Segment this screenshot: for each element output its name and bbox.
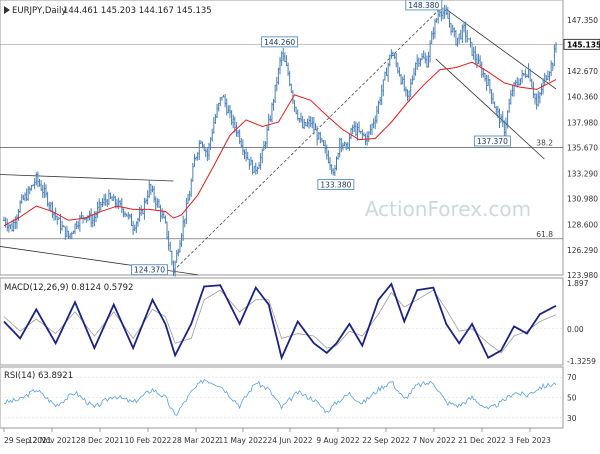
macd-signal-line (3, 289, 557, 354)
symbol-label: EURJPY,Daily (12, 6, 66, 16)
left-upper-line (0, 174, 174, 182)
x-tick-label: 9 Aug 2022 (316, 436, 359, 445)
series-layer (3, 4, 557, 416)
x-tick-label: 3 Feb 2023 (509, 436, 551, 445)
y-tick-label: 140.360 (567, 92, 598, 101)
swing-label: 124.370 (134, 266, 165, 275)
swing-label: 137.370 (477, 137, 508, 146)
rsi-panel-frame (0, 366, 564, 429)
x-tick-label: 7 Nov 2022 (412, 436, 455, 445)
x-tick-label: 10 Feb 2022 (125, 436, 172, 445)
ohlc-readout: 144.461 145.203 144.167 145.135 (63, 6, 212, 16)
y-tick-label: 130.980 (567, 195, 598, 204)
y-tick-label: 137.980 (567, 118, 598, 127)
annotations: 38.2 61.8 148.380 144.260 137.370 133.380 124.… (131, 0, 553, 276)
price-tag-box (563, 38, 600, 50)
x-tick-label: 22 Sep 2022 (362, 436, 410, 445)
macd-line (3, 282, 557, 361)
dashed-trendline (173, 8, 441, 271)
swing-label-box (473, 135, 511, 147)
swing-label: 148.380 (408, 1, 439, 10)
rsi-title: RSI(14) 63.8921 (4, 371, 73, 381)
y-tick-label: 142.670 (567, 67, 598, 76)
price-header: EURJPY,Daily 144.461 145.203 144.167 145… (4, 6, 212, 16)
macd-title: MACD(12,26,9) 0.8124 0.5792 (4, 283, 133, 293)
macd-y-tick: 1.897 (567, 279, 589, 288)
left-lower-line (0, 246, 198, 276)
watermark: ActionForex.com (365, 197, 531, 221)
channel-lower-line (435, 58, 545, 160)
price-tag-label: 145.135 (567, 40, 600, 49)
macd-panel-frame (0, 277, 564, 366)
rsi-y-tick: 50 (567, 394, 577, 403)
swing-label-box (405, 0, 443, 11)
swing-label-box (317, 179, 355, 190)
x-tick-label: 11 May 2022 (219, 436, 268, 445)
x-tick-label: 12 Nov 2021 (28, 436, 76, 445)
fib-label: 61.8 (536, 230, 553, 239)
y-tick-label: 126.290 (567, 246, 598, 255)
axis-labels: 147.350 145.135 142.670 140.360 137.980 135.6… (3, 16, 600, 445)
y-tick-label: 147.350 (567, 16, 598, 25)
x-tick-label: 28 Mar 2022 (172, 436, 220, 445)
x-tick-label: 29 Sep 2021 (4, 436, 52, 445)
sma-line (3, 61, 557, 227)
macd-y-tick: 0.00 (567, 325, 584, 334)
x-tick-label: 21 Dec 2022 (458, 436, 506, 445)
x-tick-label: 28 Dec 2021 (76, 436, 124, 445)
fib-label: 38.2 (536, 139, 553, 148)
macd-y-tick: -1.3259 (567, 357, 596, 366)
swing-label-box (261, 36, 299, 48)
x-tick-label: 24 Jun 2022 (267, 436, 312, 445)
swing-label-box (131, 264, 168, 276)
y-tick-label: 123.980 (567, 271, 598, 280)
rsi-y-tick: 70 (567, 373, 577, 382)
channel-upper-line (445, 8, 557, 90)
rsi-line (3, 379, 557, 416)
swing-label: 144.260 (264, 38, 295, 47)
y-tick-label: 135.670 (567, 144, 598, 153)
y-tick-label: 128.600 (567, 221, 598, 230)
swing-label: 133.380 (320, 181, 351, 190)
rsi-y-tick: 30 (567, 414, 577, 423)
grid-layer (0, 44, 563, 419)
price-panel-frame (0, 0, 564, 276)
collapse-triangle-icon (4, 6, 10, 14)
y-tick-label: 133.290 (567, 169, 598, 178)
trendlines (0, 8, 557, 276)
